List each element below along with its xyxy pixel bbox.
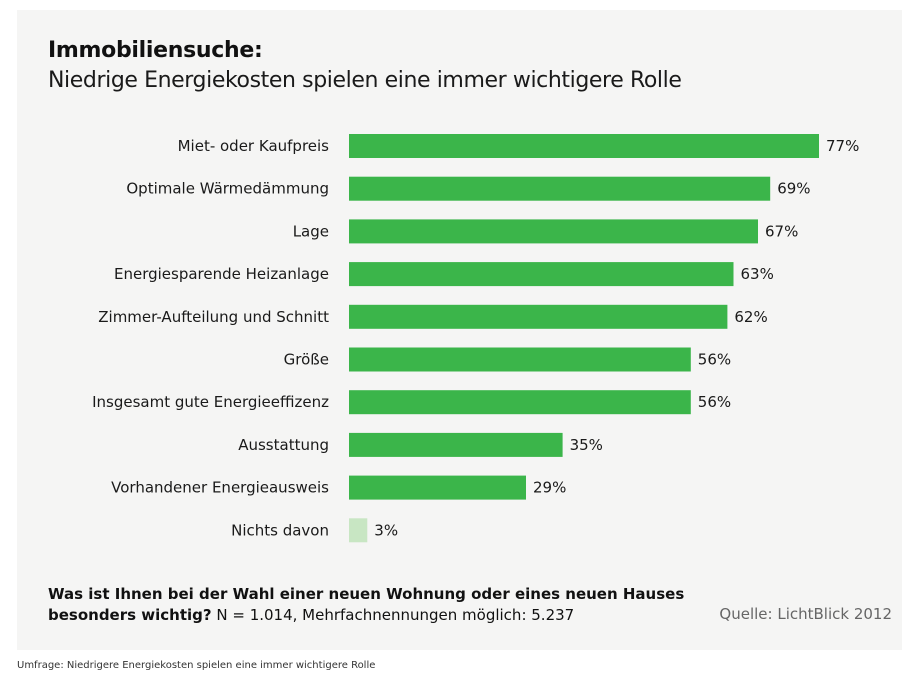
source-credit: Quelle: LichtBlick 2012 <box>719 605 892 623</box>
chart-panel <box>17 10 902 650</box>
category-label: Größe <box>284 351 329 369</box>
value-label: 35% <box>570 436 603 454</box>
category-label: Lage <box>293 222 329 240</box>
survey-question-details: N = 1.014, Mehrfachnennungen möglich: 5.… <box>211 606 575 624</box>
bar <box>349 219 758 244</box>
value-label: 67% <box>765 222 798 240</box>
category-label: Nichts davon <box>231 521 329 539</box>
category-label: Insgesamt gute Energieeffizenz <box>92 393 329 411</box>
bar <box>349 304 728 329</box>
value-label: 77% <box>826 137 859 155</box>
category-label: Vorhandener Energieausweis <box>111 479 329 497</box>
bar <box>349 176 771 201</box>
bar <box>349 432 563 457</box>
category-label: Optimale Wärmedämmung <box>126 180 329 198</box>
category-label: Zimmer-Aufteilung und Schnitt <box>98 308 329 326</box>
bar <box>349 390 691 415</box>
value-label: 3% <box>374 521 398 539</box>
chart-subtitle: Niedrige Energiekosten spielen eine imme… <box>48 68 682 93</box>
bar <box>349 262 734 287</box>
value-label: 63% <box>741 265 774 283</box>
bar <box>349 518 368 543</box>
category-label: Miet- oder Kaufpreis <box>178 137 330 155</box>
bar <box>349 134 819 158</box>
survey-question: Was ist Ihnen bei der Wahl einer neuen W… <box>48 584 688 626</box>
value-label: 56% <box>698 393 731 411</box>
value-label: 56% <box>698 351 731 369</box>
value-label: 69% <box>777 180 810 198</box>
image-caption: Umfrage: Niedrigere Energiekosten spiele… <box>17 660 376 671</box>
value-label: 29% <box>533 479 566 497</box>
survey-question-bold: Was ist Ihnen bei der Wahl einer neuen W… <box>48 585 685 624</box>
category-label: Energiesparende Heizanlage <box>114 265 329 283</box>
bar <box>349 475 526 500</box>
bar <box>349 347 691 372</box>
value-label: 62% <box>734 308 767 326</box>
chart-title: Immobiliensuche: <box>48 38 263 63</box>
category-label: Ausstattung <box>238 436 329 454</box>
